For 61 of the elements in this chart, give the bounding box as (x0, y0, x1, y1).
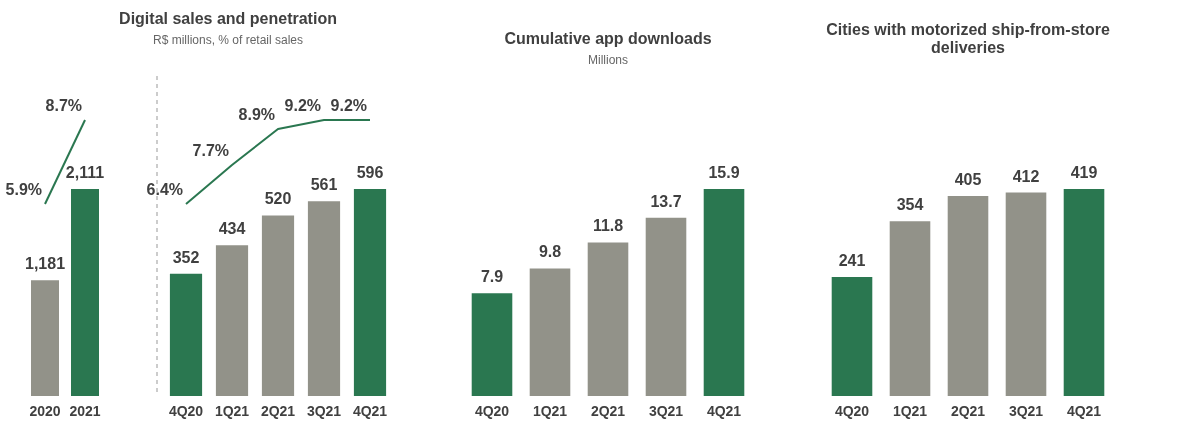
x-tick-label: 2021 (69, 402, 101, 419)
chart-title: Cumulative app downloads (504, 30, 712, 47)
data-label: 561 (310, 176, 338, 194)
data-label: 8.7% (45, 97, 82, 114)
data-label: 2,111 (65, 164, 105, 182)
data-label: 412 (1012, 167, 1040, 185)
data-label: 520 (264, 190, 292, 208)
data-label: 6.4% (146, 181, 183, 198)
bar (1005, 192, 1047, 396)
data-label: 596 (356, 164, 384, 182)
chart-title: Cities with motorized ship-from-store deliveries (826, 21, 1110, 56)
x-tick-label: 3Q21 (306, 402, 342, 419)
x-tick-label: 1Q21 (214, 402, 250, 419)
data-label: 15.9 (708, 164, 740, 182)
x-tick-label: 3Q21 (1008, 402, 1044, 419)
bar (353, 189, 387, 396)
bar (889, 221, 931, 396)
chart-subtitle: R$ millions, % of retail sales (152, 32, 304, 47)
data-label: 9.8 (538, 243, 562, 261)
chart-subtitle: Millions (587, 53, 629, 67)
x-tick-label: 3Q21 (648, 402, 684, 419)
bar (529, 268, 571, 396)
data-label: 11.8 (592, 217, 624, 235)
x-tick-label: 4Q21 (706, 402, 742, 419)
x-tick-label: 1Q21 (892, 402, 928, 419)
data-label: 1,181 (24, 255, 66, 273)
bar (261, 215, 295, 396)
data-label: 434 (218, 220, 246, 238)
x-tick-label: 2020 (29, 402, 61, 419)
data-label: 241 (838, 252, 866, 269)
bar (1063, 189, 1105, 396)
bar (307, 201, 341, 396)
data-label: 405 (954, 171, 982, 189)
data-label: 7.9 (480, 268, 504, 286)
bar (587, 242, 629, 396)
data-label: 9.2% (284, 97, 321, 114)
x-tick-label: 2Q21 (590, 402, 626, 419)
x-tick-label: 4Q20 (474, 402, 510, 419)
x-tick-label: 2Q21 (950, 402, 986, 419)
x-tick-label: 2Q21 (260, 402, 296, 419)
data-label: 354 (896, 196, 924, 214)
chart-title: Digital sales and penetration (119, 9, 337, 27)
bar (471, 293, 513, 396)
x-tick-label: 1Q21 (532, 402, 568, 419)
data-label: 13.7 (650, 192, 682, 210)
x-tick-label: 4Q20 (834, 402, 870, 419)
data-label: 419 (1070, 164, 1098, 182)
bar (703, 189, 745, 396)
x-tick-label: 4Q20 (168, 402, 204, 419)
data-label: 8.9% (238, 106, 275, 123)
bar (947, 196, 989, 396)
bar (215, 245, 249, 396)
data-label: 9.2% (330, 97, 367, 114)
x-tick-label: 4Q21 (1066, 402, 1102, 419)
bar (831, 277, 873, 396)
data-label: 5.9% (5, 181, 42, 198)
data-label: 352 (172, 248, 200, 266)
bar (645, 217, 687, 396)
bar (169, 273, 203, 396)
data-label: 7.7% (192, 142, 229, 159)
x-tick-label: 4Q21 (352, 402, 388, 419)
